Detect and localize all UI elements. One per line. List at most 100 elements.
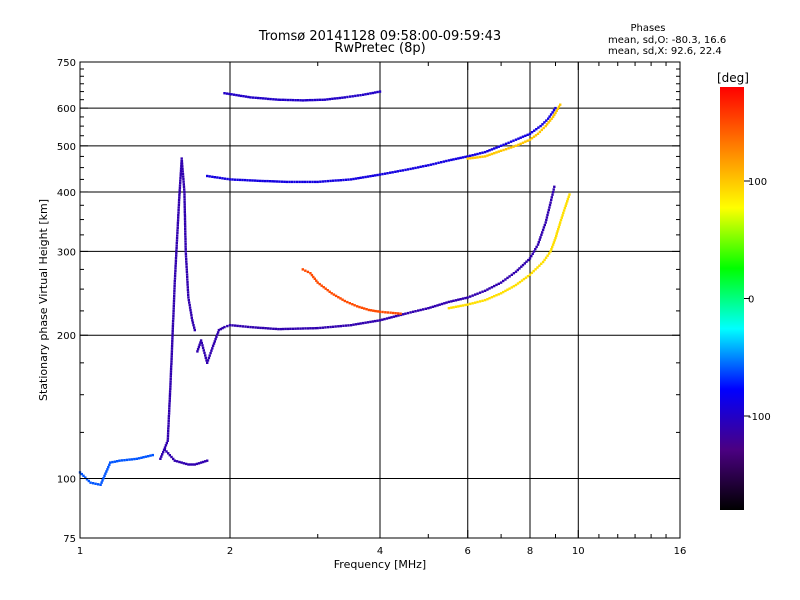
data-point: [457, 305, 460, 308]
data-point: [80, 472, 83, 476]
data-point: [193, 463, 196, 466]
data-point: [173, 277, 177, 280]
data-point: [206, 361, 209, 364]
data-point: [454, 157, 458, 161]
data-point: [344, 324, 348, 327]
data-point: [201, 460, 205, 464]
data-point: [186, 281, 189, 284]
data-point: [314, 180, 317, 184]
data-point: [548, 115, 551, 118]
data-point: [259, 326, 262, 330]
data-point: [223, 177, 227, 180]
data-point: [534, 134, 538, 137]
data-point: [183, 215, 187, 218]
data-point: [236, 178, 239, 181]
data-point: [512, 272, 516, 275]
y-tick-label: 500: [57, 142, 76, 153]
data-point: [474, 293, 477, 296]
data-point: [184, 242, 187, 246]
data-point: [348, 95, 352, 98]
data-point: [310, 273, 314, 277]
data-point: [506, 276, 509, 280]
data-point: [434, 304, 437, 308]
data-point: [550, 198, 553, 202]
data-point: [182, 185, 186, 188]
data-point: [367, 308, 371, 312]
data-point: [528, 132, 532, 135]
data-point: [107, 465, 110, 469]
data-point: [296, 99, 300, 102]
data-point: [554, 106, 557, 110]
data-point: [347, 324, 350, 327]
data-point: [504, 278, 507, 281]
data-point: [483, 289, 487, 292]
data-point: [392, 315, 396, 318]
data-point: [167, 417, 170, 420]
data-point: [541, 123, 544, 126]
data-point: [360, 306, 364, 309]
data-point: [497, 150, 500, 153]
data-point: [359, 94, 362, 97]
data-point: [185, 257, 188, 261]
data-point: [256, 179, 259, 182]
data-point: [170, 355, 173, 358]
data-point: [363, 307, 366, 310]
data-point: [551, 115, 555, 119]
y-tick-label: 100: [57, 475, 76, 486]
data-point: [226, 177, 229, 181]
data-point: [149, 454, 152, 457]
data-point: [175, 236, 179, 240]
data-point: [374, 91, 377, 94]
data-point: [187, 463, 190, 466]
data-point: [108, 463, 111, 466]
data-point: [180, 162, 184, 165]
data-point: [165, 450, 168, 453]
data-point: [184, 247, 187, 251]
data-point: [177, 214, 180, 217]
data-point: [234, 324, 237, 327]
data-point: [309, 98, 312, 102]
data-point: [196, 350, 199, 353]
data-point: [319, 326, 322, 330]
data-point: [414, 310, 417, 313]
data-point: [312, 275, 315, 279]
data-point: [257, 96, 260, 100]
data-point: [376, 310, 379, 313]
data-point: [504, 142, 508, 145]
data-point: [562, 211, 565, 215]
data-point: [175, 239, 179, 242]
data-point: [559, 218, 563, 222]
data-point: [539, 236, 542, 239]
data-point: [351, 95, 354, 98]
data-point: [457, 298, 460, 301]
data-point: [333, 97, 336, 100]
data-point: [91, 482, 95, 485]
data-point: [354, 177, 358, 180]
data-point: [326, 179, 330, 183]
data-point: [105, 470, 108, 473]
data-point: [181, 167, 184, 171]
data-point: [246, 325, 250, 329]
x-tick-label: 2: [227, 546, 233, 557]
data-point: [159, 457, 162, 460]
data-point: [483, 155, 487, 158]
data-point: [244, 95, 248, 98]
data-point: [452, 299, 455, 302]
data-point: [560, 216, 563, 219]
data-point: [168, 404, 171, 408]
data-point: [354, 323, 358, 326]
data-point: [371, 174, 374, 177]
data-point: [301, 180, 304, 184]
data-point: [279, 98, 282, 101]
data-point: [189, 309, 192, 312]
data-point: [296, 327, 300, 330]
data-point: [289, 327, 292, 330]
data-point: [450, 158, 453, 162]
data-point: [528, 138, 532, 141]
phase-stats-x: mean, sd,X: 92.6, 22.4: [608, 46, 722, 57]
data-point: [424, 307, 427, 310]
data-point: [185, 268, 188, 271]
data-point: [171, 335, 174, 338]
data-point: [361, 93, 365, 96]
data-point: [173, 289, 176, 293]
